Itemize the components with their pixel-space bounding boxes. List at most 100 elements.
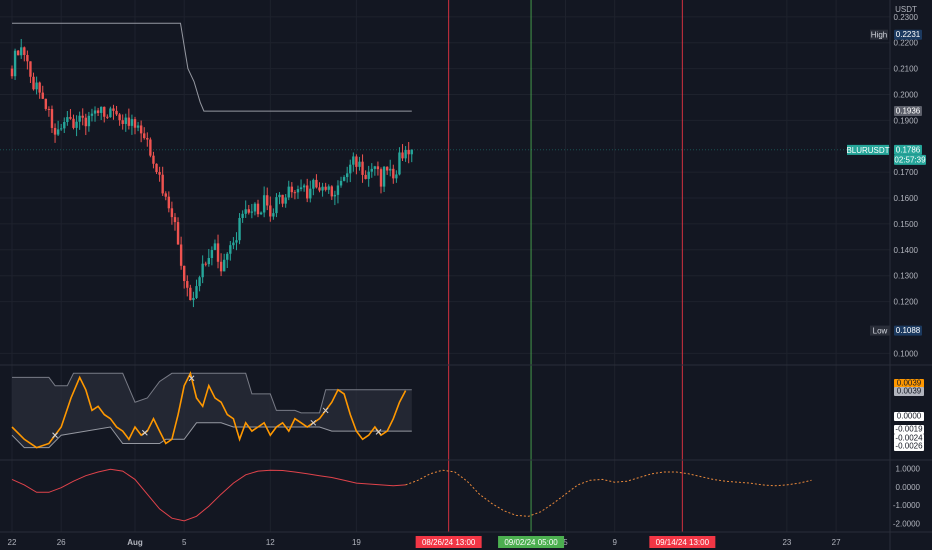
candle-body bbox=[23, 47, 26, 55]
time-tick-label: 19 bbox=[352, 538, 361, 547]
candle-body bbox=[395, 174, 398, 179]
candle-body bbox=[247, 209, 250, 213]
candle-body bbox=[398, 152, 401, 175]
candle-body bbox=[93, 110, 97, 114]
candle-body bbox=[20, 47, 23, 56]
candle-body bbox=[327, 186, 330, 190]
oscillator-value-tag-bg bbox=[894, 434, 924, 443]
candle-body bbox=[69, 117, 72, 119]
candle-body bbox=[10, 68, 14, 77]
candle-body bbox=[306, 185, 309, 199]
price-tick-label: 0.1500 bbox=[894, 220, 919, 229]
candle-body bbox=[72, 118, 75, 128]
time-tick-label: 23 bbox=[782, 538, 791, 547]
symbol-label-bg bbox=[847, 144, 889, 155]
candle-body bbox=[324, 186, 327, 190]
candle-body bbox=[404, 149, 407, 159]
price-pane[interactable] bbox=[0, 22, 890, 308]
candle-body bbox=[115, 110, 118, 115]
candle-body bbox=[272, 213, 275, 217]
candle-body bbox=[133, 119, 137, 128]
oscillator-value-tag-bg bbox=[894, 387, 924, 396]
candle-body bbox=[333, 194, 337, 197]
time-tick-label: 12 bbox=[266, 538, 275, 547]
high-label: High bbox=[871, 31, 887, 40]
candle-body bbox=[389, 168, 392, 171]
candle-body bbox=[118, 114, 121, 121]
oscillator-value-tag: -0.0019 bbox=[895, 425, 923, 434]
candle-body bbox=[81, 115, 84, 118]
forecast-pane[interactable] bbox=[11, 468, 812, 522]
candle-body bbox=[266, 195, 269, 206]
time-axis[interactable]: 22 26 Aug 5 12 19 5 9 23 27 08/26/24 13:00 09/02/24… bbox=[8, 536, 842, 548]
candle-body bbox=[143, 133, 146, 139]
candle-body bbox=[124, 117, 127, 124]
candle-body bbox=[284, 197, 287, 204]
last-price-tag-bg bbox=[894, 144, 922, 155]
time-tick-label: 5 bbox=[182, 538, 187, 547]
candle-body bbox=[376, 166, 380, 170]
candle-body bbox=[84, 117, 87, 127]
oscillator-value-tag: 0.0000 bbox=[897, 412, 922, 421]
price-tick-label: 0.1900 bbox=[894, 116, 919, 125]
candle-body bbox=[410, 149, 413, 155]
high-value-bg bbox=[894, 29, 922, 40]
candle-body bbox=[241, 213, 244, 218]
candle-body bbox=[13, 50, 17, 77]
candle-body bbox=[158, 172, 161, 175]
candle-body bbox=[342, 177, 346, 181]
candle-body bbox=[87, 115, 91, 127]
candle-body bbox=[207, 258, 210, 265]
candle-body bbox=[16, 50, 20, 56]
candle-body bbox=[167, 196, 171, 209]
cross-marker bbox=[188, 375, 195, 382]
countdown-tag: 02:57:39 bbox=[894, 155, 926, 164]
candle-body bbox=[146, 138, 149, 140]
price-tick-label: 0.2000 bbox=[894, 90, 919, 99]
candle-body bbox=[189, 287, 192, 301]
candle-body bbox=[275, 197, 278, 214]
price-tick-label: 0.2100 bbox=[894, 65, 919, 74]
candle-body bbox=[50, 109, 54, 128]
ma-level-tag-bg bbox=[894, 106, 922, 117]
candle-body bbox=[352, 156, 355, 165]
time-tick-label: 26 bbox=[57, 538, 66, 547]
candle-body bbox=[38, 82, 41, 93]
time-tick-label: 27 bbox=[832, 538, 841, 547]
candle-body bbox=[219, 261, 223, 272]
oscillator-pane[interactable] bbox=[11, 370, 412, 449]
candle-body bbox=[385, 166, 389, 171]
time-marker-tag: 08/26/24 13:00 bbox=[422, 538, 476, 547]
candle-body bbox=[183, 265, 186, 282]
time-marker-tag-bg bbox=[498, 536, 565, 548]
wave-tick-label: 0.0000 bbox=[896, 483, 921, 492]
candle-body bbox=[149, 139, 152, 156]
oscillator-value-tag: 0.0039 bbox=[897, 379, 922, 388]
low-value: 0.1088 bbox=[896, 326, 921, 335]
currency-label: USDT bbox=[895, 5, 917, 14]
candle-body bbox=[192, 297, 195, 301]
candle-body bbox=[60, 128, 63, 130]
candle-body bbox=[259, 212, 263, 215]
candle-body bbox=[296, 189, 300, 193]
candle-body bbox=[99, 106, 103, 113]
candle-body bbox=[222, 259, 226, 272]
candle-body bbox=[345, 173, 349, 178]
candle-body bbox=[29, 61, 32, 77]
candle-body bbox=[226, 253, 229, 260]
candle-body bbox=[370, 168, 373, 172]
candle-body bbox=[238, 217, 241, 241]
candle-body bbox=[106, 116, 109, 118]
candle-body bbox=[302, 185, 306, 188]
cross-marker bbox=[322, 407, 329, 414]
candle-body bbox=[287, 186, 290, 198]
candle-body bbox=[155, 163, 158, 173]
candle-body bbox=[290, 186, 294, 193]
candle-body bbox=[41, 92, 44, 99]
last-price-tag: 0.1786 bbox=[896, 145, 921, 154]
candle-body bbox=[127, 117, 131, 126]
